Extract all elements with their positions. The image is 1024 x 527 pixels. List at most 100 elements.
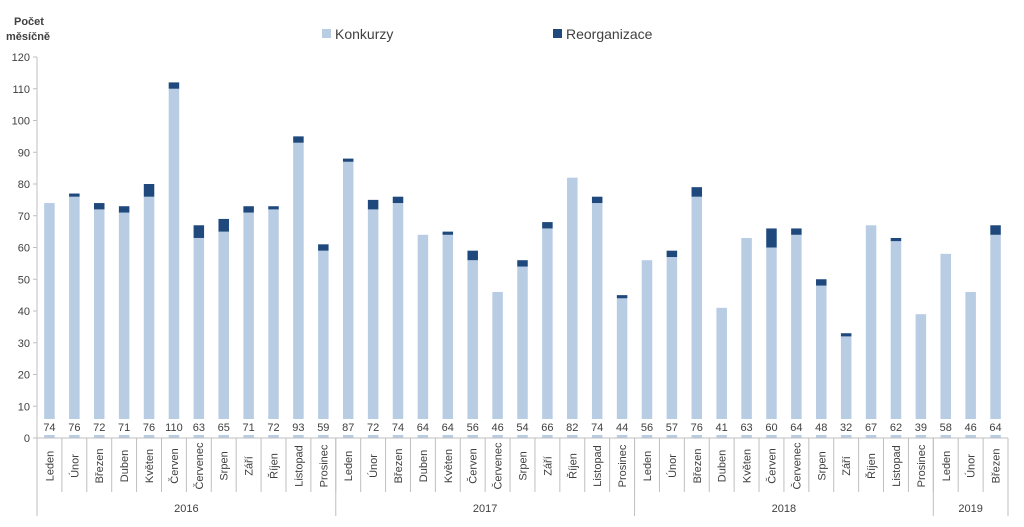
bar-konkurzy [741,237,752,438]
value-label-bg [87,419,112,435]
value-label: 44 [616,422,628,434]
value-label-bg [186,419,211,435]
bar-reorganizace [591,196,603,204]
year-label: 2017 [473,503,497,515]
bar-konkurzy [268,209,279,438]
bar-reorganizace [616,295,628,299]
value-label: 64 [417,422,429,434]
value-label: 76 [68,422,80,434]
legend-swatch-reorganizace [553,29,562,38]
x-category-label: Listopad [293,445,305,487]
x-category-label: Únor [367,454,380,478]
bar-reorganizace [517,260,528,267]
bar-konkurzy [318,250,329,438]
value-label: 67 [865,422,877,434]
bar-konkurzy [193,237,205,438]
x-category-label: Říjen [865,453,878,479]
x-category-label: Září [841,456,853,476]
bar-konkurzy [44,203,55,438]
bar-konkurzy [392,203,404,438]
legend-swatch-konkurzy [322,29,331,38]
value-label-bg [560,419,585,435]
legend: Konkurzy Reorganizace [322,26,653,42]
bar-reorganizace [990,225,1001,235]
value-label-bg [908,419,933,435]
bar-konkurzy [243,212,254,438]
bars [44,82,1001,438]
value-label: 110 [165,422,183,434]
y-tick-label: 0 [24,433,30,445]
value-label: 62 [890,422,902,434]
bar-reorganizace [691,187,703,197]
x-category-label: Srpen [219,451,231,480]
bar-konkurzy [442,234,454,438]
x-category-label: Říjen [268,453,281,479]
value-label-bg [410,419,435,435]
value-label-bg [311,419,336,435]
bar-konkurzy [517,266,528,438]
value-label: 72 [267,422,279,434]
bar-konkurzy [293,142,304,438]
value-label-bg [286,419,311,435]
value-label: 56 [641,422,653,434]
bar-reorganizace [392,196,404,204]
x-category-label: Červen [168,448,181,483]
value-label: 64 [442,422,454,434]
bar-konkurzy [218,231,229,438]
value-label-bg [759,419,784,435]
bar-konkurzy [641,260,653,438]
value-label: 46 [965,422,977,434]
value-label-bg [460,419,485,435]
value-label: 63 [740,422,752,434]
bar-konkurzy [467,260,478,438]
x-category-label: Květen [144,449,156,483]
bar-reorganizace [766,228,777,248]
x-category-label: Únor [666,454,679,478]
x-category-label: Srpen [518,451,530,480]
y-tick-label: 80 [18,179,30,191]
bar-konkurzy [69,196,80,438]
bar-reorganizace [318,244,329,251]
x-category-label: Duben [418,450,430,482]
value-label: 39 [915,422,927,434]
bar-konkurzy [666,257,678,438]
value-label-bg [211,419,236,435]
x-category-label: Březen [393,449,405,484]
y-tick-label: 40 [18,306,30,318]
value-label-bg [859,419,884,435]
value-label-bg [958,419,983,435]
x-category-label: Březen [94,449,106,484]
bar-reorganizace [193,225,205,238]
bar-konkurzy [965,291,976,438]
x-category-label: Únor [965,454,978,478]
value-label-bg [161,419,186,435]
x-category-label: Listopad [891,445,903,487]
value-label: 32 [840,422,852,434]
value-label: 71 [243,422,255,434]
bar-reorganizace [840,333,852,337]
y-tick-label: 100 [12,116,30,128]
y-tick-label: 30 [18,338,30,350]
bar-reorganizace [542,222,553,229]
value-label-bg [336,419,361,435]
y-tick-label: 50 [18,274,30,286]
value-label: 87 [342,422,354,434]
y-tick-label: 120 [12,52,30,64]
value-label-bg [510,419,535,435]
value-label: 76 [143,422,155,434]
value-label-bg [983,419,1008,435]
value-label-bg [933,419,958,435]
bar-konkurzy [93,209,105,438]
bar-konkurzy [591,203,603,438]
x-category-label: Srpen [816,451,828,480]
bar-konkurzy [342,161,354,438]
x-category-label: Duben [717,450,729,482]
x-category-label: Září [244,456,256,476]
value-label-bg [236,419,261,435]
y-tick-label: 110 [12,84,30,96]
y-tick-label: 70 [18,211,30,223]
bar-konkurzy [766,247,777,438]
x-category-label: Červen [765,448,778,483]
bar-konkurzy [890,241,902,438]
